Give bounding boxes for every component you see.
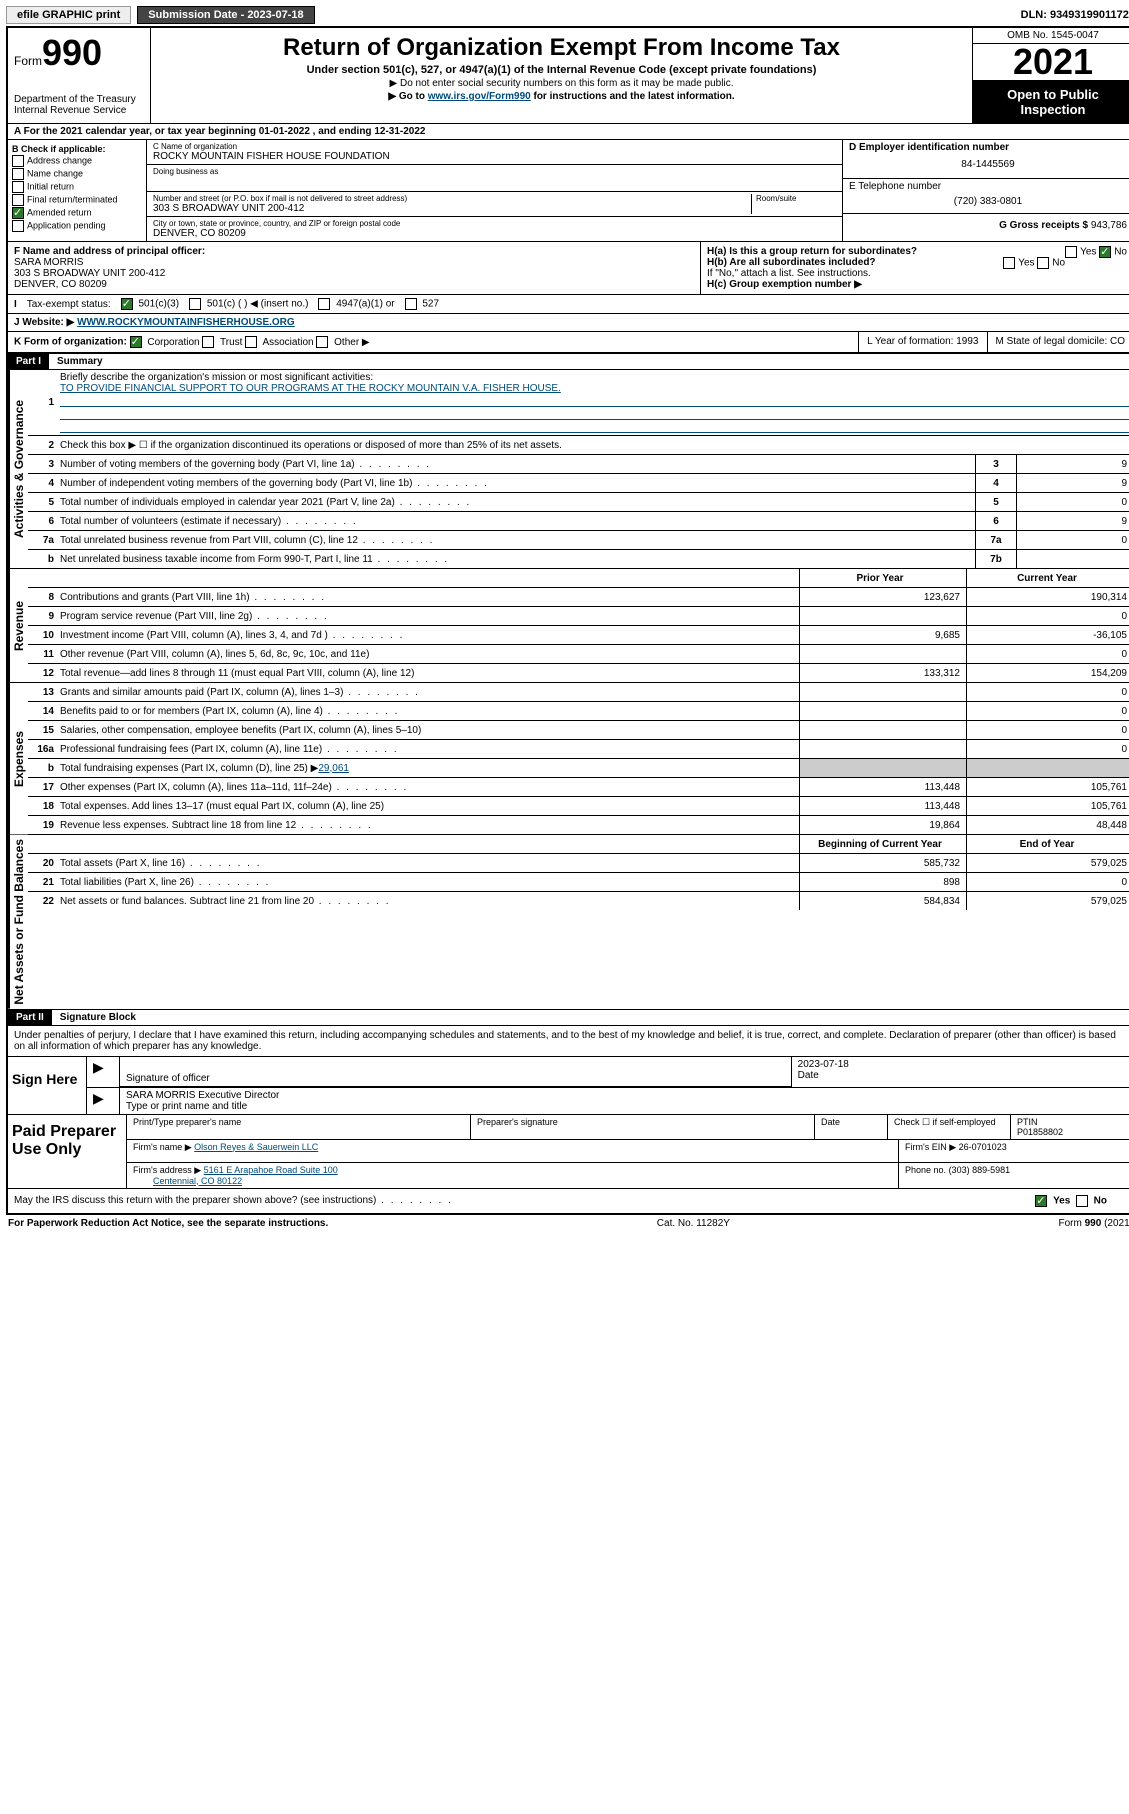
officer-name: SARA MORRIS bbox=[14, 257, 83, 268]
row-i-tax-status: ITax-exempt status: 501(c)(3) 501(c) ( )… bbox=[8, 295, 1129, 314]
firm-name: Olson Reyes & Sauerwein LLC bbox=[194, 1142, 318, 1152]
cb-527[interactable]: 527 bbox=[405, 298, 439, 310]
sign-here-block: Sign Here ▶ Signature of officer 2023-07… bbox=[8, 1056, 1129, 1115]
row-j-website: J Website: ▶ WWW.ROCKYMOUNTAINFISHERHOUS… bbox=[8, 314, 1129, 332]
cb-4947[interactable]: 4947(a)(1) or bbox=[318, 298, 394, 310]
val-5: 0 bbox=[1016, 493, 1129, 511]
cb-association[interactable]: Association bbox=[245, 337, 313, 348]
val-7b bbox=[1016, 550, 1129, 568]
gross-receipts: 943,786 bbox=[1091, 220, 1127, 231]
cb-final-return[interactable]: Final return/terminated bbox=[12, 194, 142, 206]
section-bcdeg: B Check if applicable: Address change Na… bbox=[8, 140, 1129, 242]
may-discuss-row: May the IRS discuss this return with the… bbox=[8, 1189, 1129, 1213]
dept-label: Department of the Treasury bbox=[14, 94, 144, 105]
website-link[interactable]: WWW.ROCKYMOUNTAINFISHERHOUSE.ORG bbox=[77, 317, 295, 328]
section-revenue: Revenue Prior YearCurrent Year 8Contribu… bbox=[8, 569, 1129, 683]
tax-year: 2021 bbox=[973, 44, 1129, 81]
signature-date: 2023-07-18 bbox=[798, 1059, 1127, 1070]
irs-label: Internal Revenue Service bbox=[14, 105, 144, 116]
part-ii-header: Part IISignature Block bbox=[8, 1010, 1129, 1026]
form-subtitle: Under section 501(c), 527, or 4947(a)(1)… bbox=[159, 64, 964, 76]
form-number: Form990 bbox=[14, 32, 144, 74]
tab-revenue: Revenue bbox=[8, 569, 28, 682]
ein-value: 84-1445569 bbox=[849, 153, 1127, 176]
val-4: 9 bbox=[1016, 474, 1129, 492]
cb-address-change[interactable]: Address change bbox=[12, 155, 142, 167]
ssn-note: ▶ Do not enter social security numbers o… bbox=[159, 78, 964, 89]
tab-net-assets: Net Assets or Fund Balances bbox=[8, 835, 28, 1009]
row-f-h: F Name and address of principal officer:… bbox=[8, 242, 1129, 295]
tab-expenses: Expenses bbox=[8, 683, 28, 834]
cb-name-change[interactable]: Name change bbox=[12, 168, 142, 180]
val-3: 9 bbox=[1016, 455, 1129, 473]
form-title: Return of Organization Exempt From Incom… bbox=[159, 34, 964, 62]
cb-other[interactable]: Other ▶ bbox=[316, 337, 369, 348]
page-footer: For Paperwork Reduction Act Notice, see … bbox=[6, 1215, 1129, 1232]
paid-preparer-block: Paid Preparer Use Only Print/Type prepar… bbox=[8, 1115, 1129, 1189]
open-inspection: Open to Public Inspection bbox=[973, 81, 1129, 123]
col-b-checkboxes: B Check if applicable: Address change Na… bbox=[8, 140, 147, 241]
year-formation: L Year of formation: 1993 bbox=[858, 332, 986, 352]
col-c: C Name of organization ROCKY MOUNTAIN FI… bbox=[147, 140, 842, 241]
row-a-tax-year: A For the 2021 calendar year, or tax yea… bbox=[8, 124, 1129, 140]
cb-corporation[interactable]: Corporation bbox=[130, 337, 200, 348]
section-governance: Activities & Governance 1Briefly describ… bbox=[8, 370, 1129, 569]
irs-link[interactable]: www.irs.gov/Form990 bbox=[428, 91, 531, 102]
officer-printed: SARA MORRIS Executive Director bbox=[126, 1090, 1127, 1101]
city-state-zip: DENVER, CO 80209 bbox=[153, 228, 836, 239]
section-net-assets: Net Assets or Fund Balances Beginning of… bbox=[8, 835, 1129, 1010]
col-deg: D Employer identification number 84-1445… bbox=[842, 140, 1129, 241]
submission-date-button[interactable]: Submission Date - 2023-07-18 bbox=[137, 6, 314, 24]
cb-initial-return[interactable]: Initial return bbox=[12, 181, 142, 193]
tab-governance: Activities & Governance bbox=[8, 370, 28, 568]
cb-trust[interactable]: Trust bbox=[202, 337, 242, 348]
form-container: Form990 Department of the Treasury Inter… bbox=[6, 26, 1129, 1215]
section-expenses: Expenses 13Grants and similar amounts pa… bbox=[8, 683, 1129, 835]
firm-phone: (303) 889-5981 bbox=[949, 1165, 1011, 1175]
cb-amended-return[interactable]: Amended return bbox=[12, 207, 142, 219]
ptin-value: P01858802 bbox=[1017, 1127, 1063, 1137]
phone-value: (720) 383-0801 bbox=[849, 192, 1127, 211]
dln-label: DLN: 93493199011723 bbox=[1021, 9, 1129, 21]
declaration-text: Under penalties of perjury, I declare th… bbox=[8, 1026, 1129, 1056]
cb-discuss-no[interactable] bbox=[1076, 1195, 1088, 1207]
val-6: 9 bbox=[1016, 512, 1129, 530]
row-k-org-form: K Form of organization: Corporation Trus… bbox=[8, 332, 1129, 354]
org-name: ROCKY MOUNTAIN FISHER HOUSE FOUNDATION bbox=[153, 151, 836, 162]
mission-text: TO PROVIDE FINANCIAL SUPPORT TO OUR PROG… bbox=[60, 383, 561, 394]
top-bar: efile GRAPHIC print Submission Date - 20… bbox=[6, 6, 1129, 24]
firm-ein: 26-0701023 bbox=[959, 1142, 1007, 1152]
part-i-header: Part ISummary bbox=[8, 354, 1129, 370]
cb-discuss-yes[interactable] bbox=[1035, 1195, 1047, 1207]
cb-501c3[interactable]: 501(c)(3) bbox=[121, 298, 179, 310]
state-domicile: M State of legal domicile: CO bbox=[987, 332, 1129, 352]
form-header: Form990 Department of the Treasury Inter… bbox=[8, 28, 1129, 124]
street-address: 303 S BROADWAY UNIT 200-412 bbox=[153, 203, 751, 214]
cb-501c[interactable]: 501(c) ( ) ◀ (insert no.) bbox=[189, 298, 308, 310]
efile-button[interactable]: efile GRAPHIC print bbox=[6, 6, 131, 24]
cb-application-pending[interactable]: Application pending bbox=[12, 220, 142, 232]
val-7a: 0 bbox=[1016, 531, 1129, 549]
goto-note: ▶ Go to www.irs.gov/Form990 for instruct… bbox=[159, 91, 964, 102]
